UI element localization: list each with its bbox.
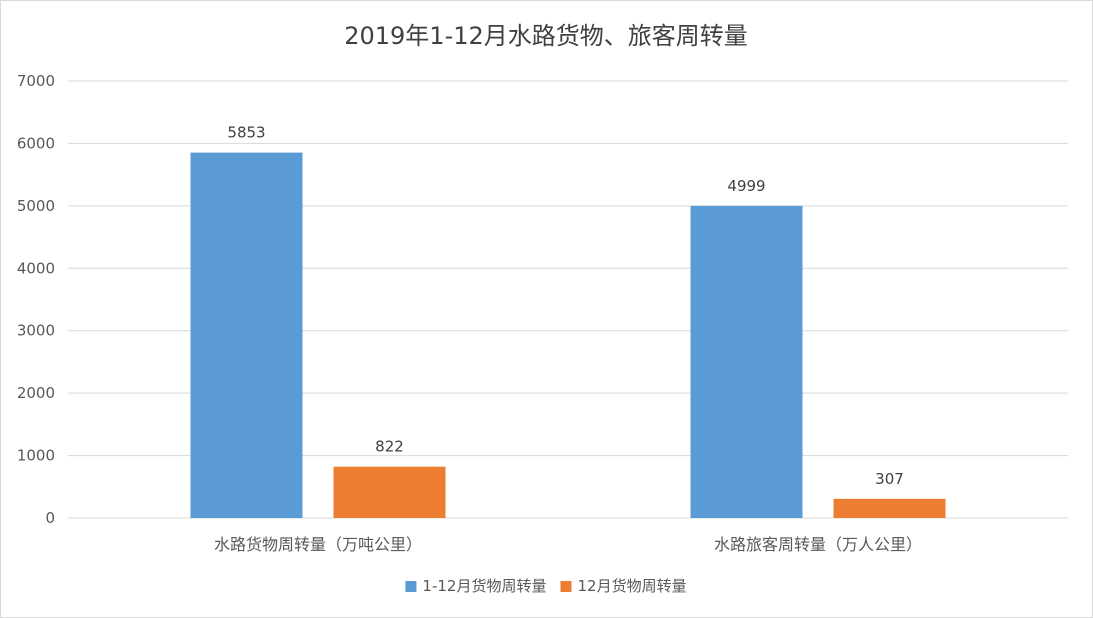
bar: [690, 205, 803, 519]
bar: [833, 498, 946, 518]
data-label: 822: [375, 438, 404, 456]
bar: [333, 466, 446, 518]
legend-swatch: [560, 581, 572, 592]
legend: 1-12月货物周转量 12月货物周转量: [405, 577, 687, 595]
legend-swatch: [405, 581, 417, 592]
y-tick-label: 4000: [17, 259, 55, 277]
data-labels: 5853 822 4999 307: [227, 124, 903, 488]
y-tick-label: 0: [45, 509, 55, 527]
category-labels: 水路货物周转量（万吨公里） 水路旅客周转量（万人公里）: [214, 535, 922, 554]
category-label: 水路货物周转量（万吨公里）: [214, 535, 422, 554]
legend-label: 12月货物周转量: [577, 577, 686, 595]
legend-item: 1-12月货物周转量: [405, 577, 546, 595]
legend-label: 1-12月货物周转量: [422, 577, 546, 595]
data-label: 307: [875, 470, 904, 488]
chart-title: 2019年1-12月水路货物、旅客周转量: [344, 22, 748, 50]
y-tick-label: 3000: [17, 322, 55, 340]
y-tick-label: 1000: [17, 447, 55, 465]
y-axis-ticks: 0 1000 2000 3000 4000 5000 6000 7000: [17, 72, 55, 527]
legend-item: 12月货物周转量: [560, 577, 687, 595]
bar: [190, 152, 303, 518]
y-tick-label: 6000: [17, 134, 55, 152]
data-label: 4999: [727, 177, 765, 195]
data-label: 5853: [227, 124, 265, 142]
bars: [190, 152, 946, 519]
y-tick-label: 7000: [17, 72, 55, 90]
y-tick-label: 5000: [17, 197, 55, 215]
y-tick-label: 2000: [17, 384, 55, 402]
category-label: 水路旅客周转量（万人公里）: [714, 535, 922, 554]
